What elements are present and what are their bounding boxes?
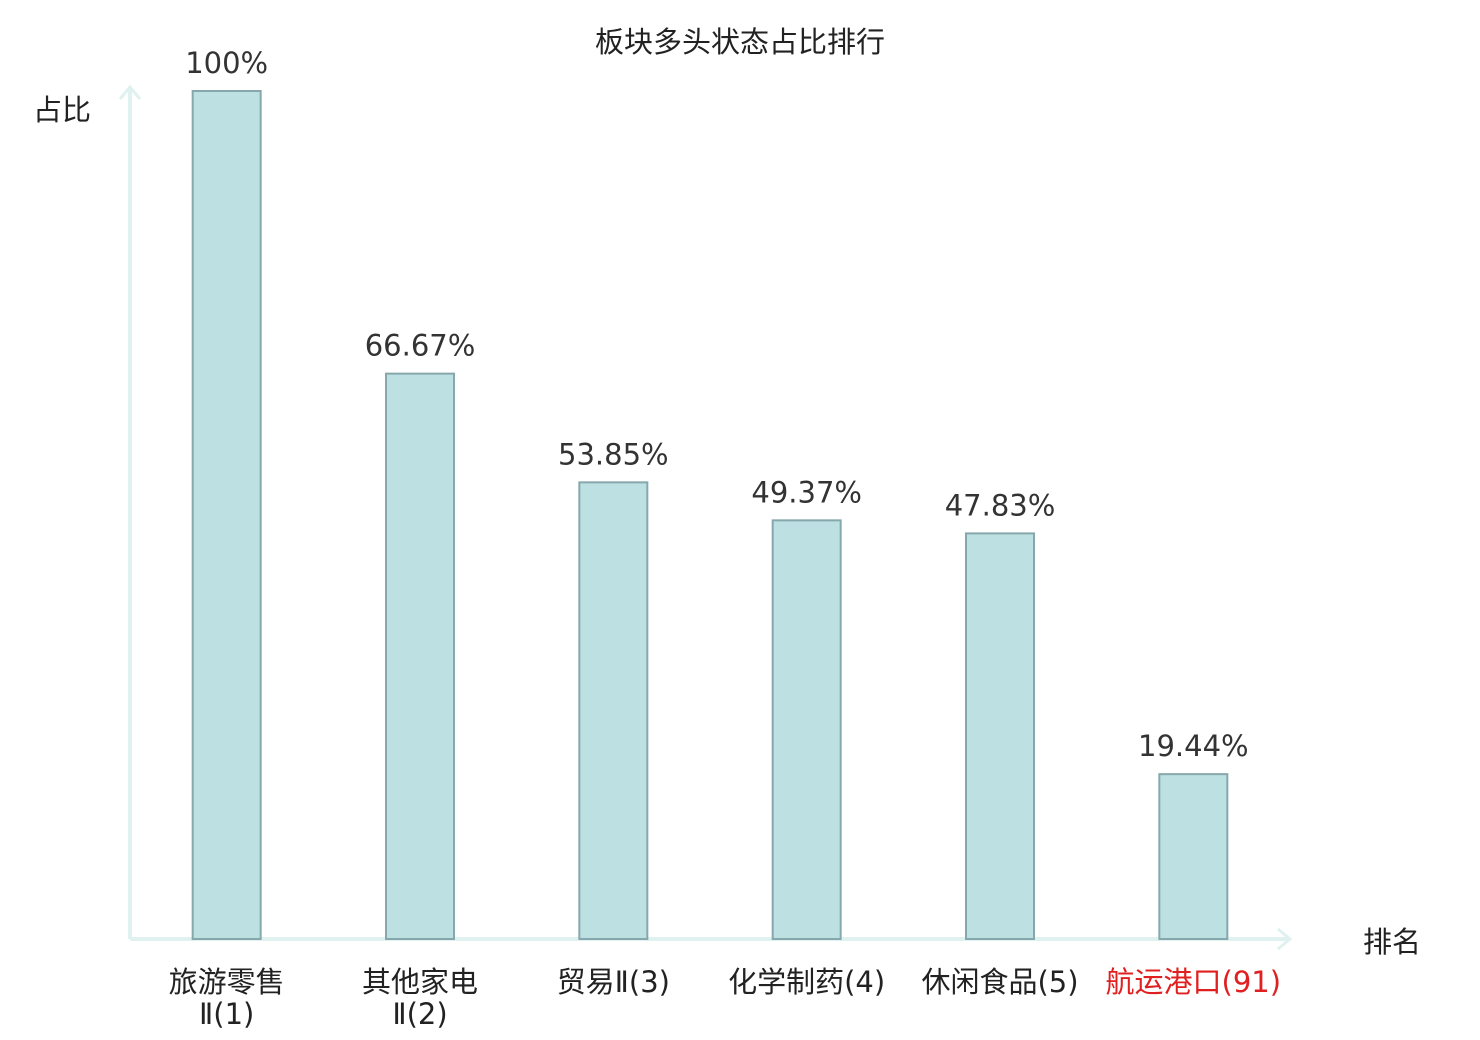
value-label: 19.44% bbox=[1138, 729, 1249, 763]
bar bbox=[771, 519, 842, 940]
bar bbox=[1158, 773, 1229, 940]
x-tick-label: 贸易Ⅱ(3) bbox=[556, 965, 670, 999]
x-axis-arrow bbox=[1277, 927, 1293, 951]
x-tick-label: 化学制药(4) bbox=[728, 965, 886, 999]
value-label: 47.83% bbox=[945, 488, 1056, 522]
y-axis-arrow bbox=[118, 84, 142, 100]
x-tick-label: 休闲食品(5) bbox=[921, 965, 1079, 999]
bar bbox=[385, 372, 455, 940]
value-label: 49.37% bbox=[751, 475, 862, 509]
bar bbox=[578, 481, 649, 940]
value-label: 66.67% bbox=[365, 329, 476, 363]
bar bbox=[191, 90, 262, 940]
x-tick-label: 其他家电 Ⅱ(2) bbox=[361, 965, 478, 1031]
bar bbox=[965, 532, 1035, 940]
x-axis-label: 排名 bbox=[1363, 925, 1421, 959]
value-label: 53.85% bbox=[558, 437, 669, 471]
y-axis-label: 占比 bbox=[33, 93, 91, 127]
value-label: 100% bbox=[185, 46, 268, 80]
x-tick-label: 航运港口(91) bbox=[1105, 965, 1282, 999]
chart-title: 板块多头状态占比排行 bbox=[595, 25, 885, 59]
x-tick-label: 旅游零售 Ⅱ(1) bbox=[168, 965, 285, 1031]
